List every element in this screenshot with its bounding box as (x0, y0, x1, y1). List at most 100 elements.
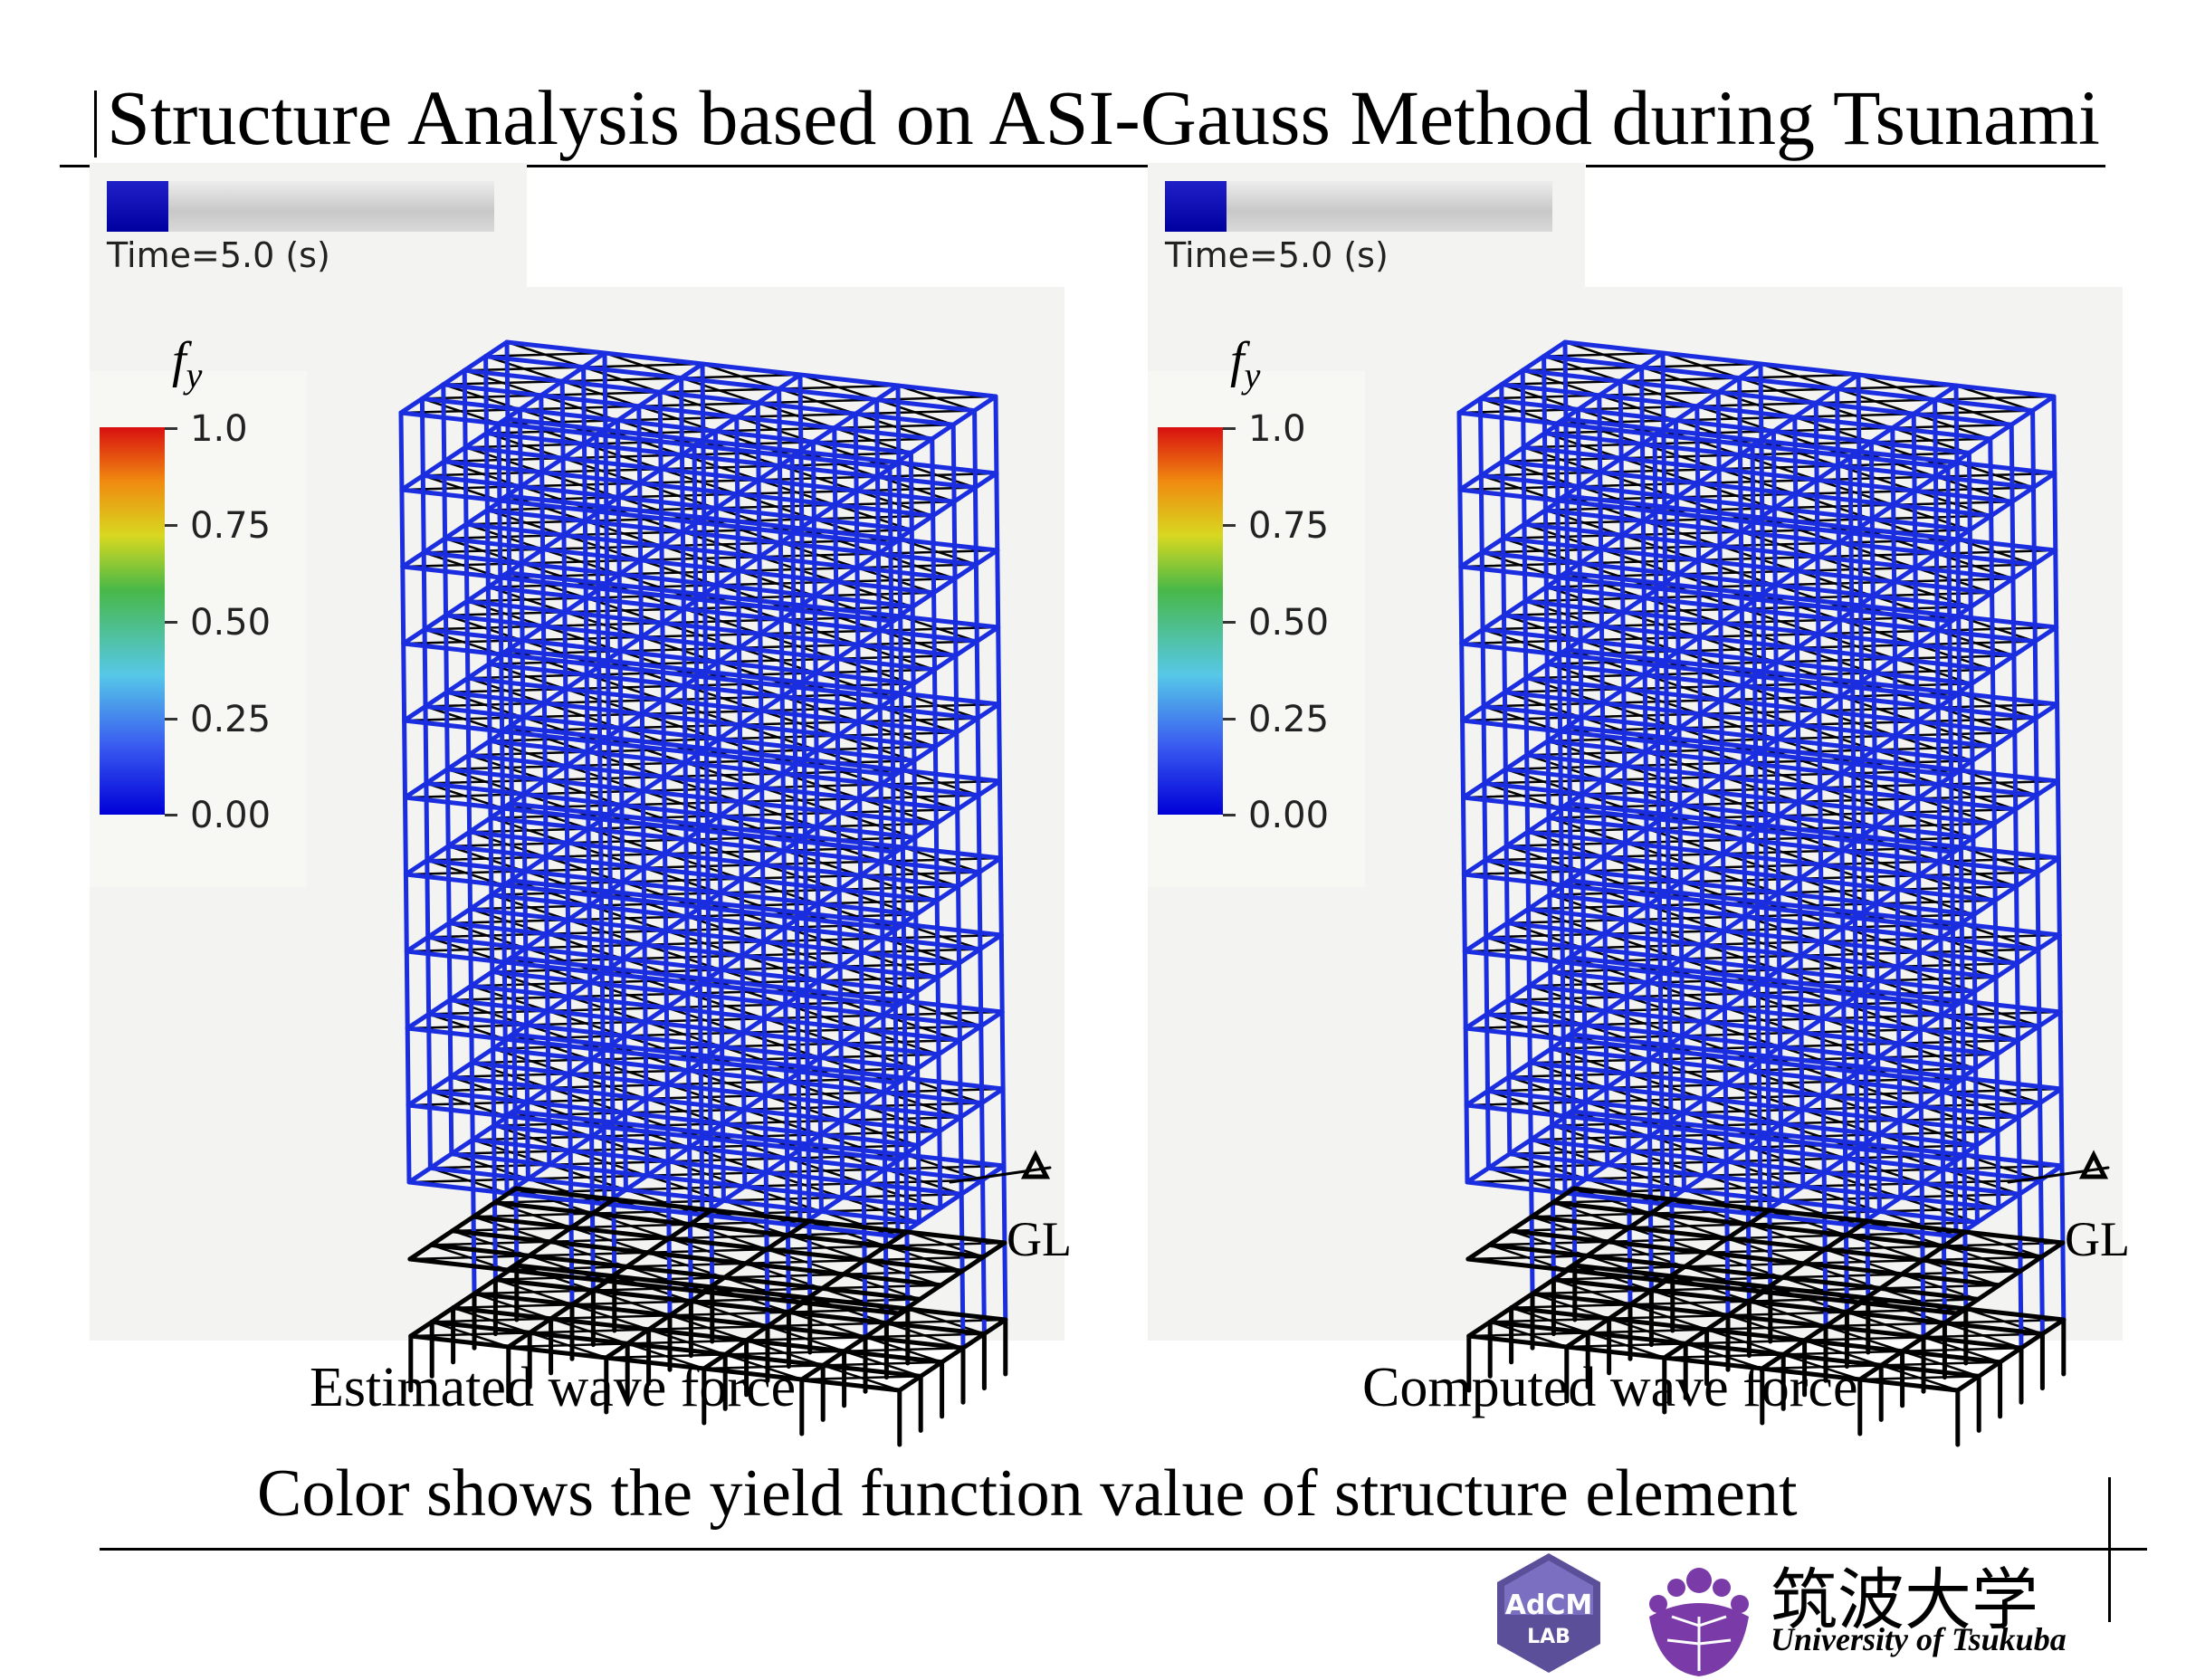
frame-member (590, 1197, 616, 1217)
frame-member (517, 406, 620, 423)
frame-member (1852, 838, 1954, 854)
frame-member (1526, 906, 1628, 922)
frame-member (1524, 739, 1551, 758)
frame-member (1991, 807, 2019, 826)
frame-member (1957, 691, 2060, 707)
frame-member (1842, 1079, 1945, 1095)
frame-member (1556, 575, 1659, 591)
frame-member (1935, 691, 1962, 711)
frame-member (702, 1366, 805, 1382)
frame-member (1795, 631, 1821, 651)
frame-member (1864, 1141, 1967, 1158)
frame-member (520, 714, 624, 730)
frame-member (1799, 1093, 1826, 1112)
frame-member (1717, 543, 1820, 559)
frame-member (1599, 686, 1627, 706)
frame-member (1606, 1239, 1709, 1255)
frame-member (518, 483, 621, 500)
frame-member (1461, 795, 1563, 811)
frame-member (1776, 876, 1802, 895)
frame-member (855, 642, 959, 658)
frame-member (1584, 1253, 1687, 1269)
frame-member (583, 581, 610, 601)
frame-member (803, 911, 906, 927)
frame-member (422, 613, 448, 632)
frame-member (1752, 673, 1856, 690)
frame-member (466, 739, 492, 758)
frame-member (1583, 1176, 1686, 1192)
frame-member (854, 488, 957, 504)
frame-member (620, 865, 646, 884)
frame-member (679, 376, 782, 392)
frame-member (718, 876, 744, 895)
frame-member (1893, 642, 1919, 662)
frame-member (1463, 1026, 1566, 1042)
frame-member (1601, 854, 1704, 871)
frame-member (1771, 415, 1798, 434)
frame-member (2032, 625, 2059, 644)
frame-member (905, 1306, 1008, 1322)
time-progress-fill (1165, 181, 1227, 232)
frame-member (1814, 477, 1917, 493)
frame-member (1648, 1211, 1751, 1227)
frame-member (489, 892, 592, 909)
frame-member (1683, 1327, 1710, 1346)
frame-member (420, 459, 447, 478)
frame-member (404, 949, 507, 965)
frame-member (1676, 725, 1780, 741)
frame-member (1738, 515, 1765, 535)
frame-member (1779, 1121, 1881, 1137)
frame-member (509, 724, 611, 740)
frame-member (1962, 1152, 2065, 1169)
frame-member (463, 431, 489, 450)
frame-member (1716, 453, 1742, 472)
frame-member (1772, 582, 1876, 598)
frame-member (913, 898, 940, 917)
frame-member (1482, 767, 1508, 786)
frame-member (1675, 571, 1778, 587)
frame-member (1721, 851, 1824, 867)
frame-member (511, 1032, 615, 1048)
frame-member (975, 702, 1002, 721)
frame-member (471, 1214, 574, 1230)
frame-member (1873, 824, 1976, 840)
frame-member (605, 581, 708, 597)
frame-member (528, 1251, 649, 1257)
adcm-logo-subtext: LAB (1527, 1626, 1570, 1648)
frame-member (1942, 1244, 2044, 1260)
frame-member (1652, 432, 1755, 448)
frame-member (542, 763, 569, 783)
frame-member (640, 788, 743, 805)
frame-member (700, 361, 803, 377)
frame-member (708, 1131, 811, 1147)
frame-member (786, 1233, 888, 1249)
frame-member (519, 547, 546, 566)
frame-member (1876, 1195, 1904, 1214)
frame-member (859, 950, 961, 966)
frame-member (565, 826, 591, 845)
frame-member (463, 444, 566, 461)
frame-member (1814, 463, 1840, 482)
frame-member (1466, 1333, 1570, 1350)
frame-member (1602, 917, 1628, 937)
frame-member (1604, 1071, 1630, 1091)
frame-member (790, 530, 893, 547)
frame-member (837, 964, 940, 980)
frame-member (587, 966, 614, 986)
frame-member (1859, 680, 1962, 696)
frame-member (497, 498, 600, 514)
frame-member (523, 945, 626, 961)
frame-member (786, 1218, 812, 1238)
frame-member (421, 549, 524, 566)
frame-member (486, 647, 513, 667)
frame-member (1913, 565, 2016, 581)
frame-member (794, 838, 896, 854)
frame-member (1585, 1316, 1612, 1335)
frame-member (1461, 872, 1564, 888)
frame-member (1835, 372, 1861, 392)
frame-member (524, 1022, 627, 1038)
frame-member (582, 504, 609, 524)
frame-member (509, 801, 612, 817)
frame-member (1942, 1306, 1969, 1326)
colorbar (100, 427, 165, 815)
